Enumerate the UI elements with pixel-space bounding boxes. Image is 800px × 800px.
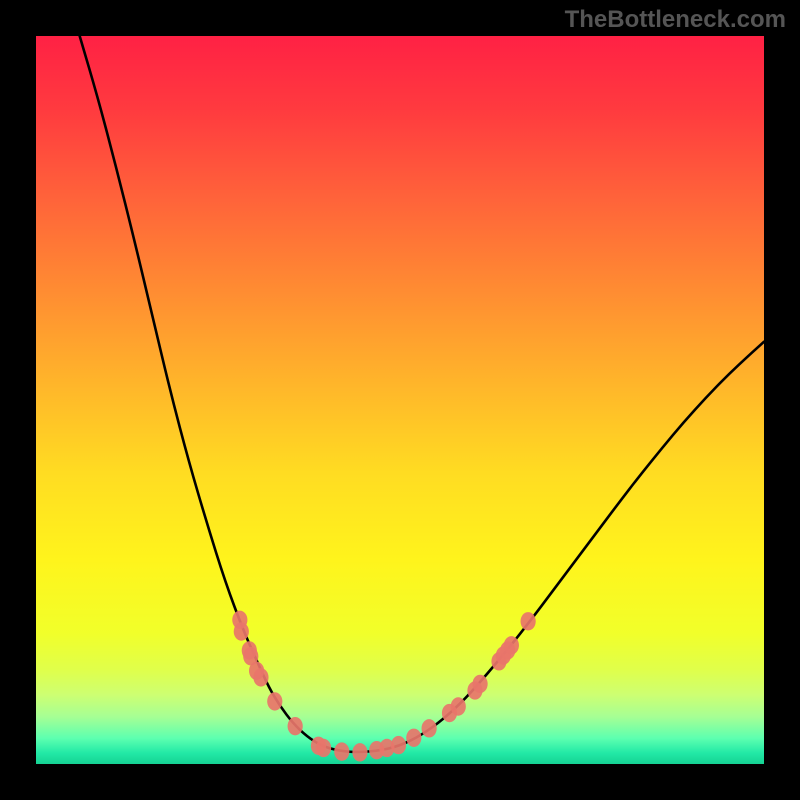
chart-stage: TheBottleneck.com bbox=[0, 0, 800, 800]
data-marker bbox=[422, 719, 437, 737]
data-marker bbox=[391, 736, 406, 754]
watermark-text: TheBottleneck.com bbox=[565, 6, 786, 34]
data-marker bbox=[267, 692, 282, 710]
data-marker bbox=[316, 739, 331, 757]
data-marker bbox=[234, 622, 249, 640]
data-marker bbox=[504, 636, 519, 654]
data-marker bbox=[253, 668, 268, 686]
plot-area bbox=[36, 36, 764, 764]
data-marker bbox=[334, 742, 349, 760]
data-marker bbox=[521, 612, 536, 630]
bottleneck-curve bbox=[80, 36, 764, 752]
data-marker bbox=[472, 675, 487, 693]
curve-layer bbox=[36, 36, 764, 764]
data-marker bbox=[352, 743, 367, 761]
data-marker bbox=[451, 697, 466, 715]
data-marker bbox=[288, 717, 303, 735]
data-marker bbox=[406, 729, 421, 747]
